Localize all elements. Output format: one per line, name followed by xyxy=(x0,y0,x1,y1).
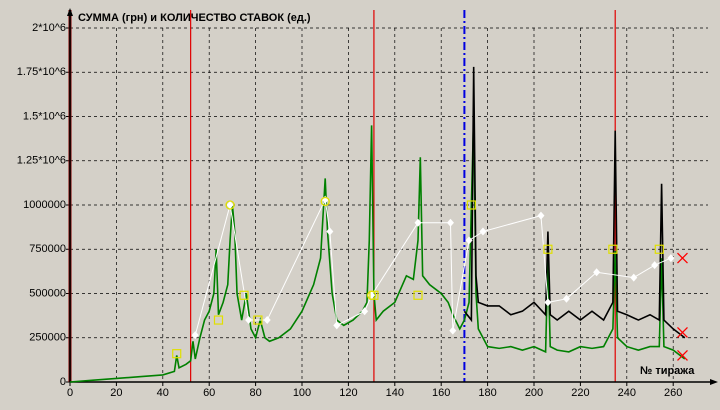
diamond-marker xyxy=(263,316,271,325)
square-marker xyxy=(413,290,423,300)
diamond-marker xyxy=(326,227,334,236)
y-tick-label: 750000 xyxy=(29,243,66,255)
y-tick-label: 500000 xyxy=(29,287,66,299)
diamond-marker xyxy=(361,307,369,316)
y-tick-label: 0 xyxy=(60,376,66,388)
diamond-marker xyxy=(651,261,659,270)
diamond-marker xyxy=(414,218,422,227)
diamond-marker xyxy=(562,294,570,303)
x-tick-label: 40 xyxy=(157,387,169,399)
diamond-marker xyxy=(537,211,545,220)
diamond-marker xyxy=(245,316,253,325)
x-tick-label: 140 xyxy=(386,387,404,399)
x-tick-label: 0 xyxy=(67,387,73,399)
y-tick-label: 250000 xyxy=(29,332,66,344)
diamond-marker xyxy=(191,331,199,340)
series-line xyxy=(463,66,686,339)
diamond-marker xyxy=(446,218,454,227)
x-tick-label: 60 xyxy=(203,387,215,399)
series xyxy=(191,195,675,340)
diamond-marker xyxy=(479,227,487,236)
square-marker xyxy=(654,244,664,254)
cross-marker xyxy=(677,252,688,264)
y-tick-label: 1.5*10^6 xyxy=(23,110,66,122)
series xyxy=(225,196,377,300)
x-tick-label: 160 xyxy=(432,387,450,399)
x-tick-label: 180 xyxy=(478,387,496,399)
series-line xyxy=(69,116,686,383)
series xyxy=(463,66,686,339)
y-tick-label: 1.75*10^6 xyxy=(17,66,66,78)
x-tick-label: 20 xyxy=(110,387,122,399)
square-marker xyxy=(608,244,618,254)
x-axis-label: № тиража xyxy=(640,365,695,377)
diamond-marker xyxy=(630,273,638,282)
series xyxy=(69,116,686,383)
square-marker xyxy=(543,244,553,254)
square-marker xyxy=(172,349,182,359)
circle-marker xyxy=(366,290,377,300)
circle-marker xyxy=(225,200,235,210)
x-tick-label: 220 xyxy=(571,387,589,399)
circle-marker xyxy=(320,196,330,207)
diamond-marker xyxy=(667,254,675,263)
y-tick-label: 1000000 xyxy=(23,199,66,211)
square-marker xyxy=(239,290,249,300)
y-tick-label: 2*10^6 xyxy=(32,22,66,34)
diamond-marker xyxy=(449,326,457,335)
diamond-marker xyxy=(465,236,473,245)
x-tick-label: 80 xyxy=(249,387,261,399)
square-marker xyxy=(253,315,263,325)
diamond-marker xyxy=(226,201,234,209)
square-marker xyxy=(213,315,224,325)
diamond-marker xyxy=(333,321,341,330)
y-axis-arrow xyxy=(67,8,73,16)
x-tick-label: 200 xyxy=(525,387,543,399)
series-line xyxy=(194,198,672,336)
x-tick-label: 240 xyxy=(618,387,636,399)
x-tick-label: 120 xyxy=(339,387,357,399)
x-axis-arrow xyxy=(710,379,718,385)
diamond-marker xyxy=(593,268,601,277)
chart-title: СУММА (грн) и КОЛИЧЕСТВО СТАВОК (ед.) xyxy=(78,12,311,24)
cross-marker xyxy=(677,349,688,361)
cross-marker xyxy=(677,326,688,338)
diamond-marker xyxy=(544,298,552,307)
x-tick-label: 100 xyxy=(293,387,311,399)
x-tick-label: 260 xyxy=(664,387,682,399)
y-tick-label: 1.25*10^6 xyxy=(17,155,66,167)
series xyxy=(677,252,688,361)
square-marker xyxy=(466,200,476,210)
